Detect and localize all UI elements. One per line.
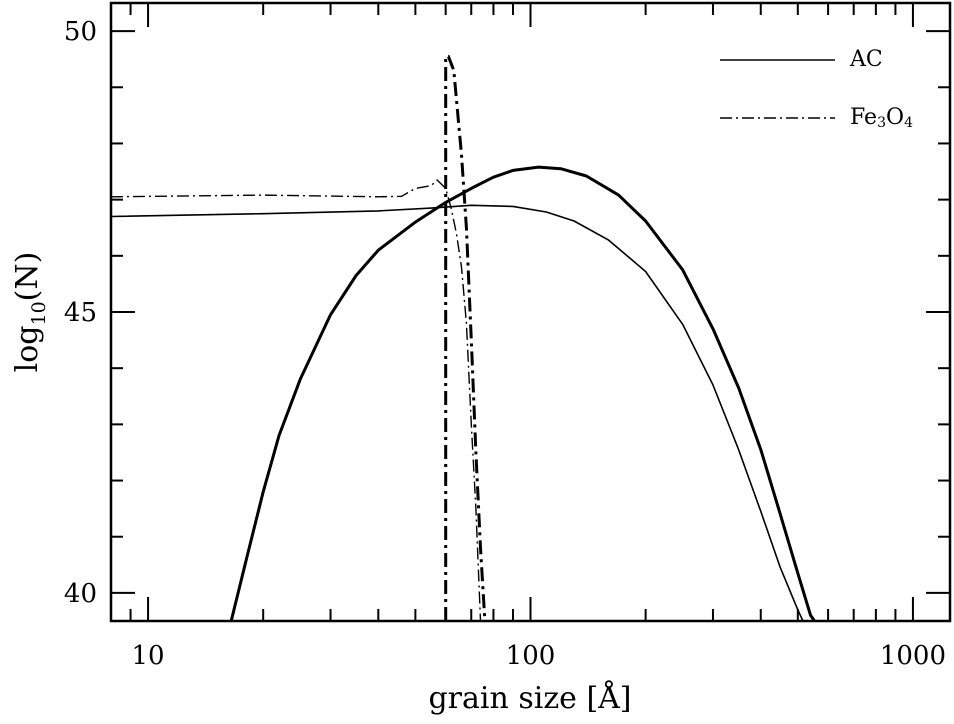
- series-line-ac-1: [229, 165, 817, 621]
- y-axis-label-tail: (N): [10, 252, 45, 302]
- y-tick-label: 45: [64, 298, 97, 328]
- legend-label-fe3o4-mid: O: [886, 105, 904, 130]
- x-tick-label: 1000: [880, 641, 946, 671]
- y-axis-label-main: log: [10, 325, 45, 372]
- legend: AC Fe3O4: [720, 47, 913, 131]
- tick-labels: 10 100 1000 40 45 50: [64, 17, 946, 671]
- tick-marks: [110, 3, 950, 621]
- series-line-fe3o4-3: [444, 54, 487, 621]
- y-axis-label-subscript: 10: [28, 301, 50, 325]
- series-layer: [111, 54, 817, 621]
- x-axis-label: grain size [Å]: [428, 680, 631, 716]
- legend-label-fe3o4: Fe3O4: [850, 105, 913, 131]
- plot-frame: [109, 1, 952, 623]
- series-line-fe3o4-2: [111, 179, 482, 621]
- legend-label-fe3o4-sub2: 4: [904, 115, 913, 131]
- y-axis-label: log10(N): [10, 252, 50, 373]
- x-tick-label: 100: [506, 641, 556, 671]
- x-tick-label: 10: [132, 641, 165, 671]
- y-tick-label: 50: [64, 17, 97, 47]
- series-line-ac-0: [111, 204, 804, 621]
- legend-label-ac: AC: [849, 47, 883, 72]
- legend-label-fe3o4-base: Fe: [850, 105, 877, 130]
- legend-label-fe3o4-sub1: 3: [877, 115, 886, 131]
- y-tick-label: 40: [64, 579, 97, 609]
